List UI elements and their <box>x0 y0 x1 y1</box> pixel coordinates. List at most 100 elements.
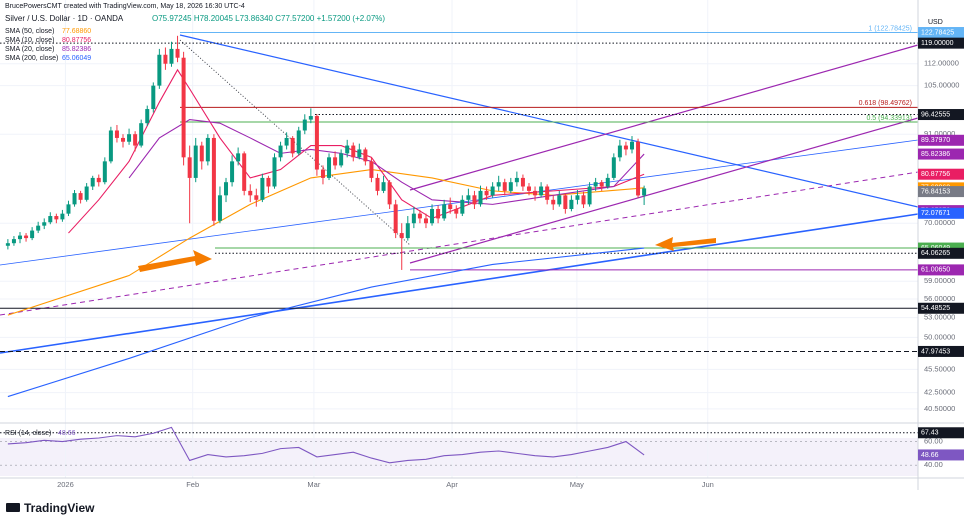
candle-body <box>393 204 398 234</box>
trendline <box>179 34 919 208</box>
candle-body <box>508 182 513 191</box>
x-tick-label: May <box>570 480 584 489</box>
candle-body <box>466 195 471 200</box>
price-tag <box>918 247 964 259</box>
price-tag-label: 122.78425 <box>921 29 954 36</box>
candle-body <box>284 137 289 146</box>
legend-value: 80.87756 <box>62 37 91 44</box>
candle-body <box>133 134 138 146</box>
candle-body <box>302 119 307 131</box>
candle-body <box>563 195 568 209</box>
candle-body <box>333 157 338 166</box>
candle-body <box>193 145 198 178</box>
candle-body <box>430 208 435 224</box>
candle-body <box>436 208 441 219</box>
candle-body <box>369 161 374 178</box>
symbol: Silver / U.S. Dollar · 1D · OANDA <box>5 14 124 23</box>
price-tag <box>918 345 964 357</box>
price-tag-label: 80.87756 <box>921 171 950 178</box>
candle-body <box>11 239 16 244</box>
candle-body <box>539 186 544 196</box>
channel-lower <box>409 117 919 264</box>
price-tag <box>918 427 964 439</box>
candle-body <box>381 182 386 191</box>
candle-body <box>121 137 126 142</box>
x-tick-label: Mar <box>307 480 320 489</box>
candle-body <box>139 123 144 146</box>
price-tag <box>918 134 964 146</box>
price-tag <box>918 37 964 49</box>
candle-body <box>66 204 71 214</box>
channel-mid <box>0 171 919 316</box>
candle-body <box>593 182 598 187</box>
candle-body <box>230 161 235 183</box>
rsi-tag-label: 48.66 <box>921 452 939 459</box>
candle-body <box>181 57 186 158</box>
trendline <box>179 39 411 246</box>
candle-body <box>520 177 525 187</box>
candle-body <box>411 213 416 224</box>
candle-body <box>78 193 83 200</box>
y-tick-label: 42.50000 <box>924 388 955 397</box>
y-tick-label: 59.00000 <box>924 276 955 285</box>
candle-body <box>629 141 634 150</box>
x-tick-label: Feb <box>186 480 199 489</box>
candle-body <box>211 137 216 221</box>
arrow <box>655 237 716 251</box>
y-tick-label: 105.00000 <box>924 81 959 90</box>
candle-body <box>90 177 95 187</box>
price-tag <box>918 148 964 160</box>
candle-body <box>157 54 162 86</box>
candle-body <box>114 130 119 138</box>
candle-body <box>320 169 325 178</box>
logo <box>6 503 20 512</box>
fib-label: 0.5 (94.33913) <box>866 115 912 122</box>
candle-body <box>496 182 501 187</box>
rsi-value: 48.66 <box>58 430 76 437</box>
trendline <box>0 139 919 266</box>
candle-body <box>526 186 531 191</box>
trendline <box>0 213 919 354</box>
candle-body <box>169 48 174 64</box>
brand: TradingView <box>24 501 95 515</box>
candle-body <box>254 195 259 200</box>
y-tick-label: 56.00000 <box>924 294 955 303</box>
channel-upper <box>409 44 919 191</box>
candle-body <box>314 116 319 170</box>
rsi-band <box>0 438 918 476</box>
axes: 112.00000 105.00000 91.00000 70.00000 59.000… <box>5 27 964 489</box>
candle-body <box>545 186 550 200</box>
candle-body <box>351 145 356 158</box>
x-tick-label: 2026 <box>57 480 74 489</box>
candle-body <box>557 195 562 205</box>
legend-name: SMA (20, close) <box>5 46 54 53</box>
candle-body <box>108 130 113 162</box>
candle-body <box>145 109 150 124</box>
legend-value: 85.82386 <box>62 46 91 53</box>
price-tag-label: 67.43 <box>921 430 939 437</box>
candle-body <box>363 149 368 162</box>
candle-body <box>54 216 59 220</box>
candle-body <box>587 186 592 205</box>
candle-body <box>17 235 22 240</box>
candle-body <box>42 222 47 226</box>
candle-body <box>472 195 477 205</box>
candle-body <box>175 48 180 58</box>
candle-body <box>60 213 65 220</box>
candle-body <box>217 195 222 221</box>
price-tag-label: 54.48525 <box>921 305 950 312</box>
candle-body <box>375 177 380 191</box>
price-tag-label: 61.00650 <box>921 267 950 274</box>
candle-body <box>290 137 295 154</box>
price-tag-label: 72.07671 <box>921 210 950 217</box>
fib-label: 0.618 (98.49762) <box>859 100 912 107</box>
candle-body <box>551 199 556 205</box>
candle-body <box>248 190 253 196</box>
candles <box>5 35 647 270</box>
candle-body <box>163 54 168 64</box>
candle-body <box>581 195 586 205</box>
candle-body <box>278 145 283 158</box>
candle-body <box>151 85 156 110</box>
candle-body <box>127 134 132 142</box>
